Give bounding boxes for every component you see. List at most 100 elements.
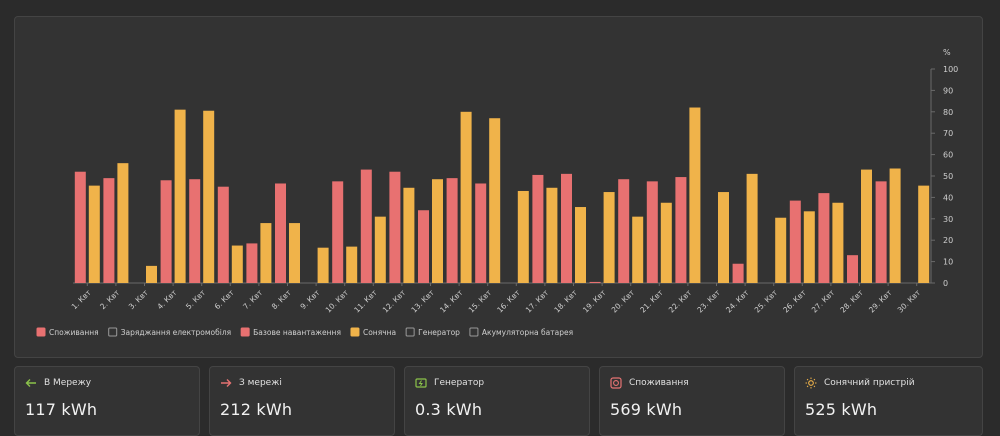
x-tick-label: 7. Квт (241, 288, 265, 312)
card-title: Генератор (434, 378, 485, 388)
card-value: 117 kWh (25, 400, 98, 419)
bar (317, 247, 329, 283)
x-tick-label: 30. Квт (896, 288, 923, 315)
y-tick-label: 90 (943, 86, 953, 95)
bar (432, 179, 443, 283)
x-tick-label: 9. Квт (298, 288, 322, 312)
bar (875, 181, 887, 283)
bar (861, 169, 872, 283)
bar (718, 192, 729, 283)
x-tick-label: 4. Квт (155, 288, 179, 312)
bar (832, 202, 844, 283)
legend-swatch (350, 327, 360, 337)
bar (332, 181, 344, 283)
bar (88, 185, 100, 283)
bar (632, 216, 644, 283)
bar (803, 211, 815, 283)
y-tick-label: 0 (943, 279, 948, 288)
legend-label: Сонячна (363, 328, 396, 337)
legend-swatch (240, 327, 250, 337)
y-tick-label: 10 (943, 258, 953, 267)
x-tick-label: 28. Квт (838, 288, 865, 315)
x-tick-label: 27. Квт (810, 288, 837, 315)
y-tick-label: 70 (943, 129, 953, 138)
bar (189, 179, 201, 283)
bar (460, 111, 472, 283)
x-tick-label: 15. Квт (467, 288, 494, 315)
summary-cards: В Мережу 117 kWh З мережі 212 kWh Генера… (14, 366, 983, 436)
bar (532, 174, 544, 283)
bar (203, 110, 215, 283)
bar (847, 255, 858, 283)
bar (475, 183, 487, 283)
bar (117, 163, 129, 283)
bar (217, 186, 229, 283)
bar (418, 210, 429, 283)
x-tick-label: 10. Квт (324, 288, 351, 315)
x-tick-label: 8. Квт (270, 288, 294, 312)
bar (561, 173, 572, 283)
bar (646, 181, 658, 283)
x-tick-label: 19. Квт (581, 288, 608, 315)
legend-label: Базове навантаження (253, 328, 341, 337)
bar (231, 245, 243, 283)
bar (675, 177, 687, 283)
card-value: 525 kWh (805, 400, 878, 419)
x-tick-label: 24. Квт (724, 288, 751, 315)
generator-icon (415, 378, 427, 388)
bar (346, 246, 358, 283)
legend-swatch (469, 327, 479, 337)
y-tick-label: 50 (943, 172, 953, 181)
x-tick-label: 20. Квт (610, 288, 637, 315)
card-generator: Генератор 0.3 kWh (404, 366, 590, 436)
bar (818, 193, 830, 283)
bar (918, 185, 930, 283)
y-tick-label: 80 (943, 108, 953, 117)
bar (289, 223, 300, 283)
x-tick-label: 22. Квт (667, 288, 694, 315)
arrow-right-icon (221, 379, 232, 387)
x-tick-label: 25. Квт (753, 288, 780, 315)
bar (889, 168, 901, 283)
card-value: 212 kWh (220, 400, 293, 419)
x-tick-label: 2. Квт (98, 288, 122, 312)
sun-icon (805, 377, 817, 389)
card-value: 569 kWh (610, 400, 683, 419)
card-consumption: Споживання 569 kWh (599, 366, 785, 436)
card-title: З мережі (239, 378, 282, 388)
x-tick-label: 5. Квт (184, 288, 208, 312)
bar (103, 178, 115, 283)
bar (360, 169, 372, 283)
bar (746, 173, 758, 283)
x-tick-label: 26. Квт (781, 288, 808, 315)
x-tick-label: 21. Квт (638, 288, 665, 315)
bar (403, 187, 415, 283)
bar (275, 183, 286, 283)
y-tick-label: 40 (943, 193, 953, 202)
y-tick-label: 20 (943, 236, 953, 245)
x-tick-label: 1. Квт (70, 288, 94, 312)
x-tick-label: 14. Квт (438, 288, 465, 315)
card-title: Сонячний пристрій (824, 378, 915, 388)
legend-label: Споживання (49, 328, 99, 337)
bar (789, 200, 801, 283)
legend-label: Заряджання електромобіля (121, 328, 231, 337)
x-tick-label: 3. Квт (127, 288, 151, 312)
card-title: В Мережу (44, 378, 92, 388)
bar (575, 207, 586, 283)
x-tick-label: 13. Квт (409, 288, 436, 315)
x-tick-label: 12. Квт (381, 288, 408, 315)
arrow-left-icon (25, 379, 36, 387)
bar (660, 202, 672, 283)
y-unit-label: % (943, 48, 951, 57)
bar (589, 281, 601, 283)
x-tick-label: 11. Квт (352, 288, 379, 315)
x-tick-label: 29. Квт (867, 288, 894, 315)
card-to-grid: В Мережу 117 kWh (14, 366, 200, 436)
legend-swatch (405, 327, 415, 337)
legend-swatch (36, 327, 46, 337)
bar (389, 171, 401, 283)
bar (246, 243, 258, 283)
bar (374, 216, 386, 283)
bar-chart: 0 10 20 30 40 50 60 70 80 90 100% 1. Квт 2. Квт 3. Кв… (36, 48, 958, 337)
